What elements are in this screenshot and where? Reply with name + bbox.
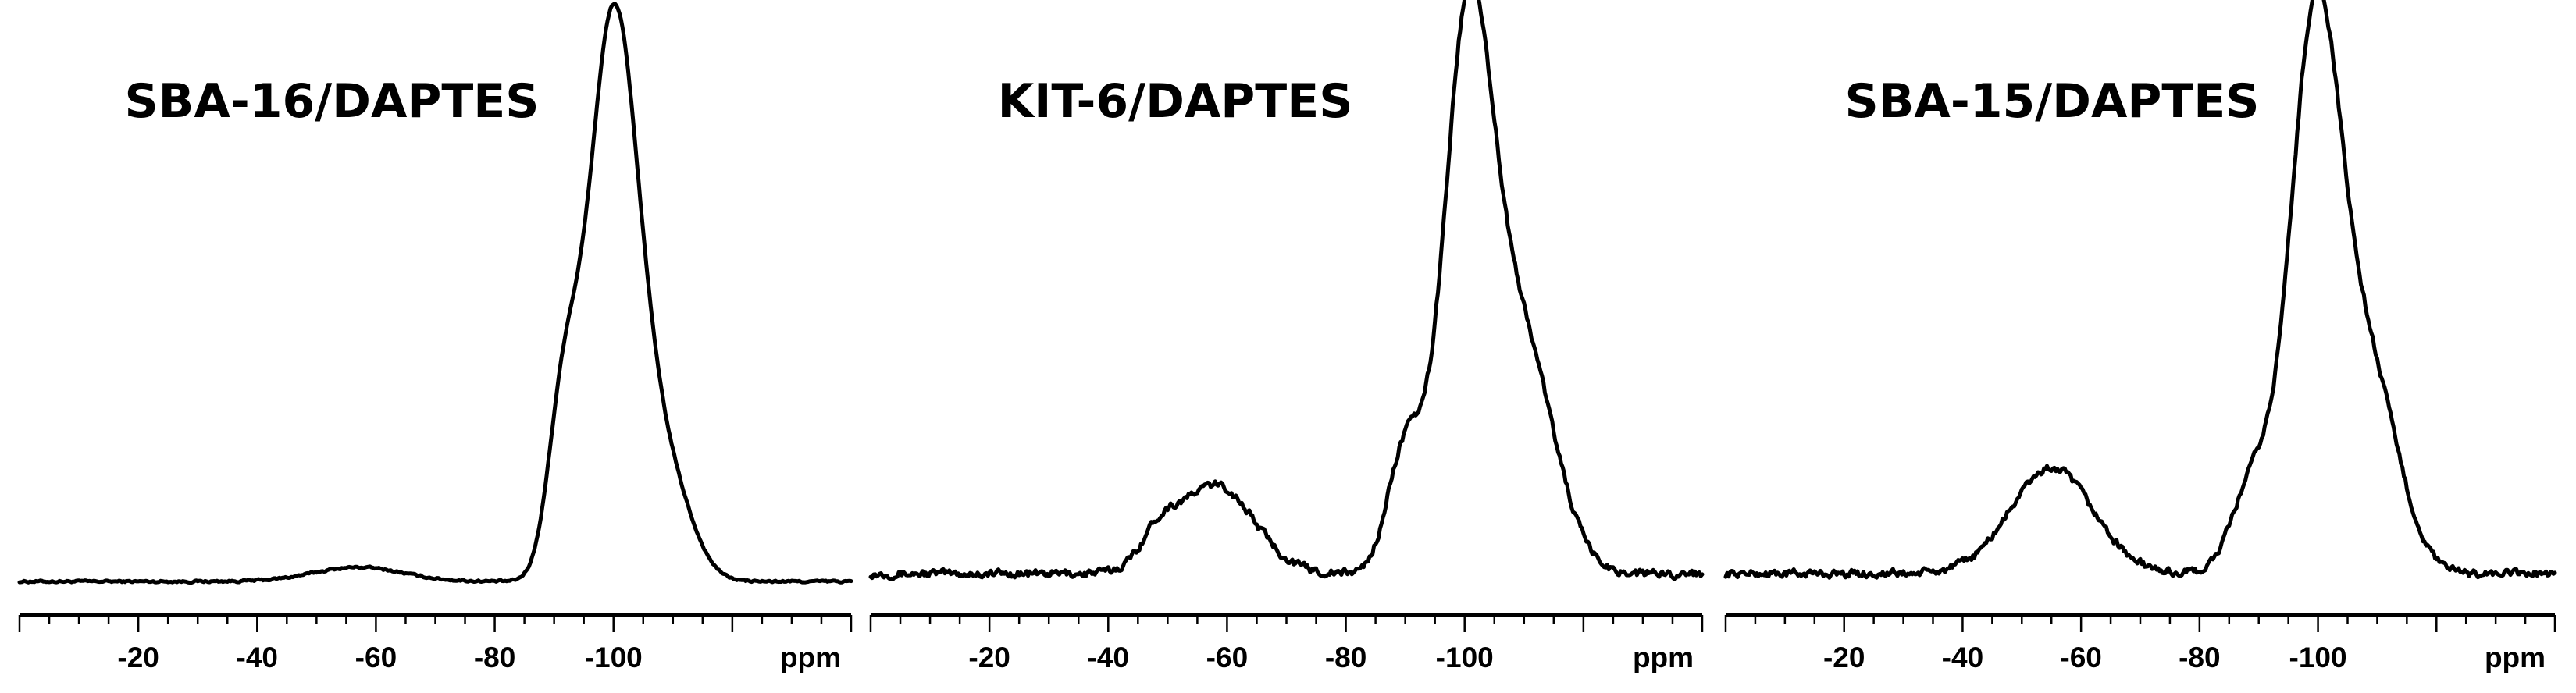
x-axis: -20 -40 -60 -80 -100 [18,613,853,673]
x-tick-label: -60 [2060,641,2101,673]
x-tick-label: -20 [117,641,159,673]
x-tick-label: -100 [1436,641,1494,673]
panel-sba15: SBA-15/DAPTES -20 -40 -60 -80 -100 ppm [1723,0,2557,673]
x-axis-unit-label: ppm [2485,641,2546,673]
panel-kit6: KIT-6/DAPTES -20 -40 -60 -80 -100 ppm [868,0,1705,673]
x-axis-unit-label: ppm [1633,641,1694,673]
panel-title: SBA-16/DAPTES [124,74,539,129]
x-tick-label: -60 [1206,641,1248,673]
x-axis: -20 -40 -60 -80 -100 [1724,613,2556,673]
spectrum-line [1723,0,2557,580]
x-tick-label: -20 [968,641,1010,673]
x-tick-label: -80 [474,641,515,673]
spectrum-line [17,2,853,585]
x-axis-unit-label: ppm [780,641,841,673]
x-tick-label: -20 [1823,641,1865,673]
x-tick-label: -80 [1325,641,1366,673]
x-tick-label: -100 [585,641,643,673]
x-tick-label: -60 [355,641,397,673]
panel-title: SBA-15/DAPTES [1844,74,2259,129]
panel-title: KIT-6/DAPTES [998,74,1353,129]
x-tick-label: -40 [1088,641,1129,673]
spectrum-line [868,0,1705,581]
x-tick-label: -100 [2289,641,2347,673]
x-tick-label: -40 [1942,641,1983,673]
panel-sba16: SBA-16/DAPTES -20 -40 -60 -80 -100 ppm [17,2,853,673]
x-tick-label: -80 [2179,641,2220,673]
x-axis: -20 -40 -60 -80 -100 [869,613,1704,673]
x-tick-label: -40 [237,641,278,673]
